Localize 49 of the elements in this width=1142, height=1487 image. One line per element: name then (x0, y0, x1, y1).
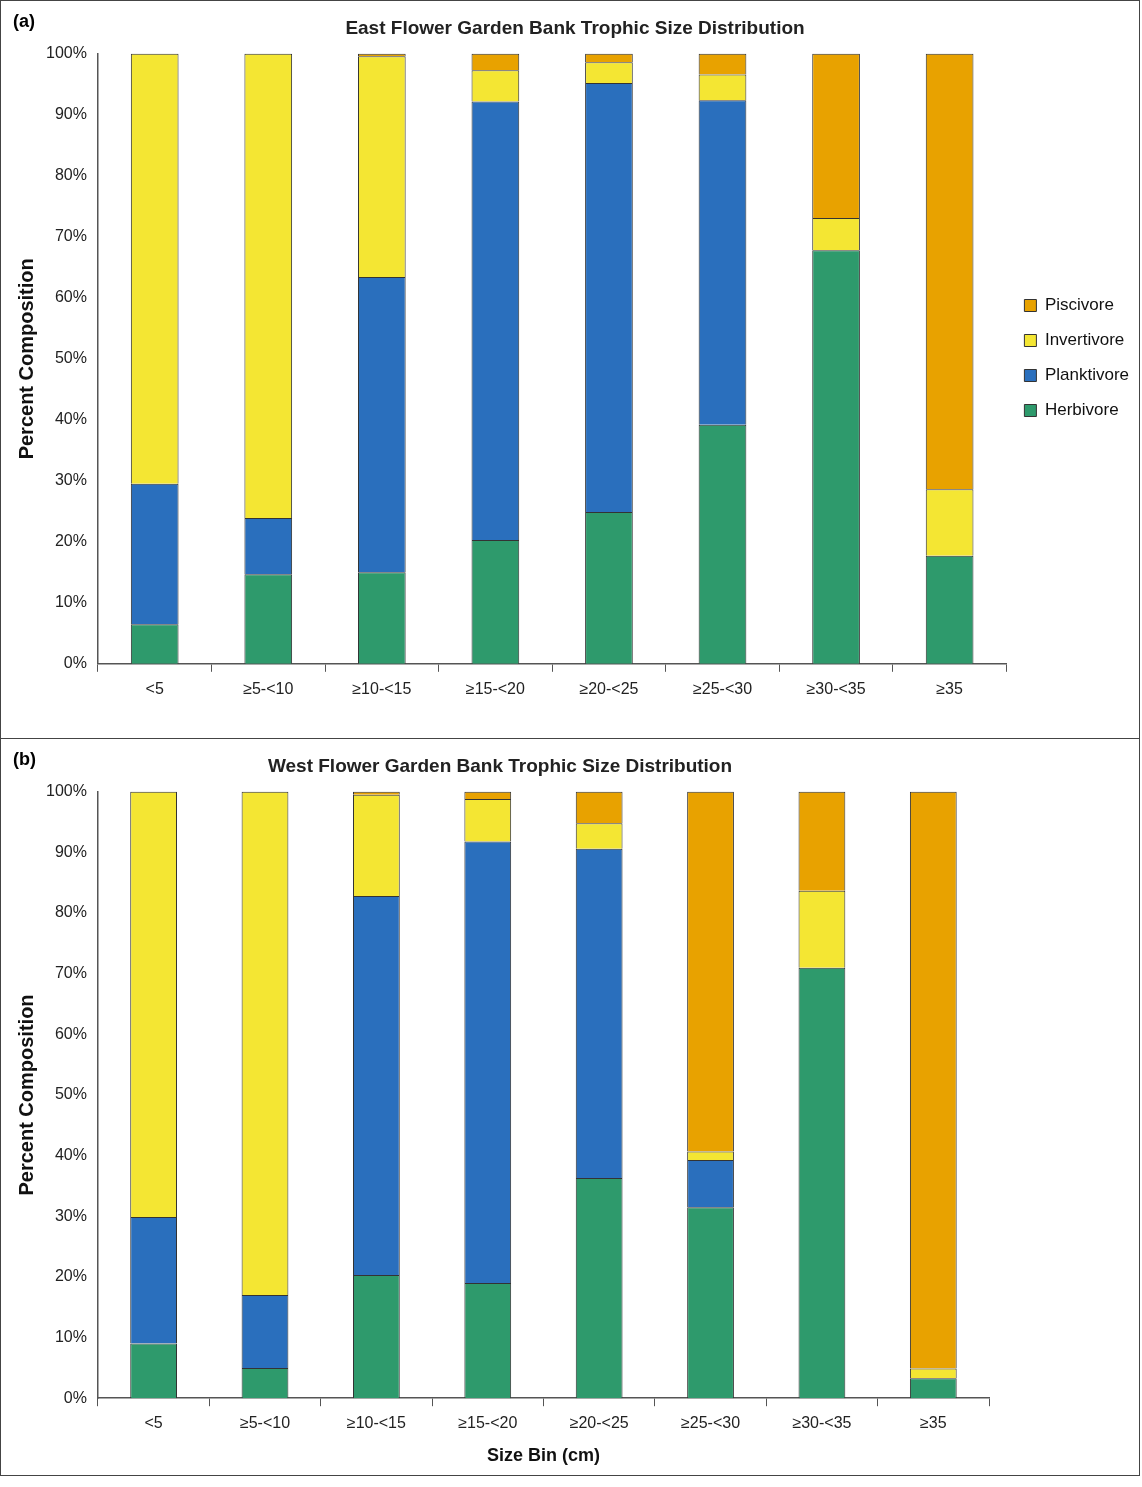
y-tick-label: 100% (46, 44, 87, 62)
y-axis-title: Percent Composition (14, 258, 37, 460)
text: (a) (13, 10, 35, 31)
y-tick-label: 80% (54, 166, 87, 184)
x-tick-label: <5 (145, 679, 164, 697)
y-tick-label: 10% (54, 593, 87, 611)
x-tick-label: ≥20-<25 (569, 1414, 629, 1432)
y-tick-label: 90% (54, 842, 87, 860)
y-tick-label: 40% (54, 410, 87, 428)
legend-label: Invertivore (1044, 330, 1125, 350)
y-tick-label: 90% (54, 105, 87, 123)
y-axis-title: Percent Composition (14, 994, 37, 1196)
x-tick-label: ≥35 (920, 1414, 947, 1432)
x-tick-label: <5 (144, 1414, 163, 1432)
x-tick-label: ≥35 (936, 679, 964, 697)
y-tick-label: 50% (54, 1085, 87, 1103)
y-tick-label: 70% (54, 227, 87, 245)
chart-title: East Flower Garden Bank Trophic Size Distribution (345, 16, 805, 38)
x-tick-label: ≥30-<35 (792, 1414, 852, 1432)
y-tick-label: 100% (46, 782, 87, 800)
y-tick-label: 70% (54, 964, 87, 982)
y-tick-label: 40% (54, 1146, 87, 1164)
y-tick-label: 30% (54, 471, 87, 489)
x-tick-label: ≥20-<25 (579, 679, 639, 697)
y-tick-label: 80% (54, 903, 87, 921)
x-tick-label: ≥25-<30 (692, 679, 753, 697)
text: (b) (13, 748, 36, 769)
x-tick-label: ≥30-<35 (806, 679, 866, 697)
y-tick-label: 10% (54, 1327, 87, 1345)
legend-label: Planktivore (1044, 365, 1130, 385)
y-tick-label: 0% (63, 654, 87, 672)
x-tick-label: ≥10-<15 (346, 1414, 407, 1432)
x-tick-label: ≥10-<15 (352, 679, 412, 697)
y-tick-label: 60% (54, 288, 87, 306)
y-tick-label: 60% (54, 1024, 87, 1042)
y-tick-label: 0% (63, 1388, 87, 1406)
y-tick-label: 50% (54, 349, 87, 367)
y-tick-label: 30% (54, 1206, 87, 1224)
x-tick-label: ≥25-<30 (681, 1414, 741, 1432)
y-tick-label: 20% (54, 1267, 87, 1285)
y-tick-label: 20% (54, 532, 87, 550)
x-axis-title: Size Bin (cm) (486, 1445, 600, 1466)
legend-label: Herbivore (1044, 400, 1119, 420)
x-tick-label: ≥15-<20 (458, 1414, 518, 1432)
legend-label: Piscivore (1044, 295, 1114, 315)
x-tick-label: ≥15-<20 (465, 679, 526, 697)
chart-title: West Flower Garden Bank Trophic Size Distribution (267, 754, 733, 776)
x-tick-label: ≥5-<10 (243, 679, 294, 697)
x-tick-label: ≥5-<10 (239, 1414, 291, 1432)
